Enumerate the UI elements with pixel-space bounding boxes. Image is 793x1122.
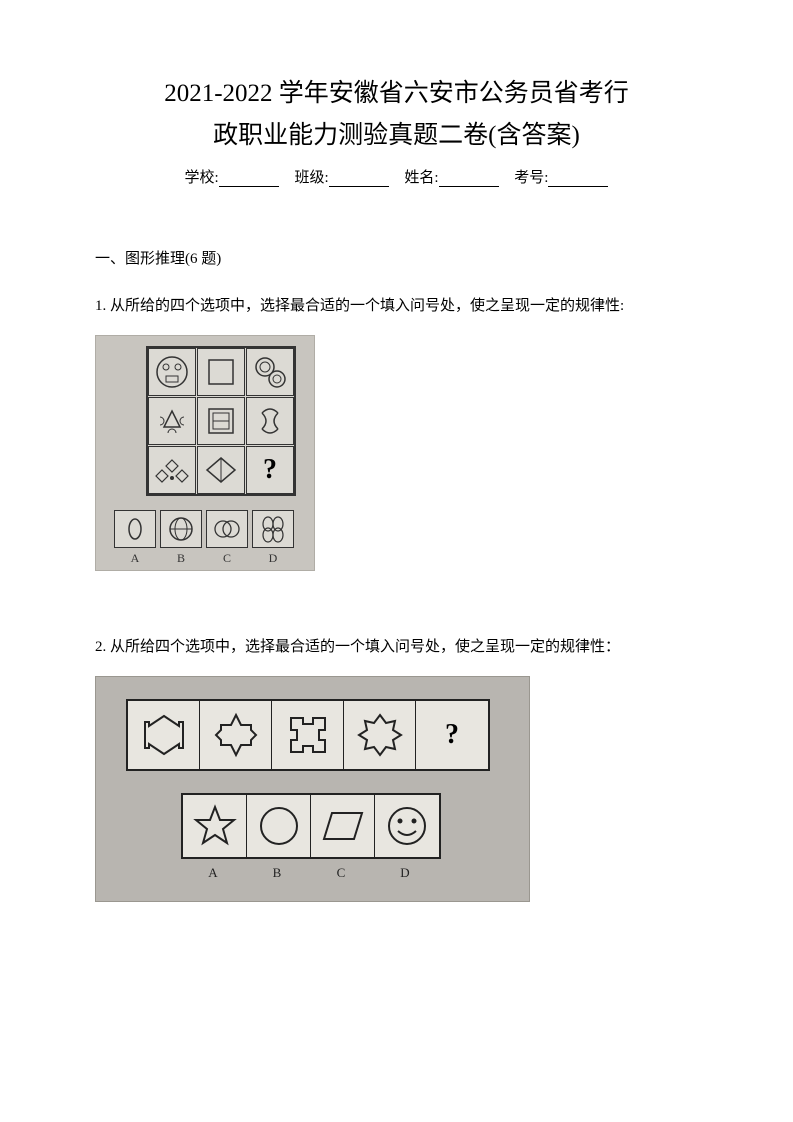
- q1-qmark: ?: [263, 454, 277, 486]
- q2-opt-b-label: B: [245, 865, 309, 881]
- info-line: 学校: 班级: 姓名: 考号:: [95, 166, 698, 187]
- q1-opt-d-label: D: [252, 551, 294, 566]
- name-label: 姓名:: [404, 170, 438, 186]
- q1-opt-b-label: B: [160, 551, 202, 566]
- q1-opt-a-label: A: [114, 551, 156, 566]
- title-line-2: 政职业能力测验真题二卷(含答案): [95, 117, 698, 155]
- q2-opt-d-label: D: [373, 865, 437, 881]
- title-line-1: 2021-2022 学年安徽省六安市公务员省考行: [95, 75, 698, 113]
- q1-opt-c-label: C: [206, 551, 248, 566]
- name-blank[interactable]: [439, 171, 499, 187]
- school-label: 学校:: [185, 170, 219, 186]
- q2-qmark: ?: [445, 719, 459, 751]
- section-header: 一、图形推理(6 题): [95, 247, 698, 268]
- id-label: 考号:: [514, 170, 548, 186]
- class-blank[interactable]: [329, 171, 389, 187]
- q2-figure: ? A B C D: [95, 676, 698, 902]
- id-blank[interactable]: [548, 171, 608, 187]
- q1-text: 1. 从所给的四个选项中，选择最合适的一个填入问号处，使之呈现一定的规律性:: [95, 290, 698, 323]
- q2-opt-a-label: A: [181, 865, 245, 881]
- class-label: 班级:: [294, 170, 328, 186]
- school-blank[interactable]: [219, 171, 279, 187]
- q2-text: 2. 从所给四个选项中，选择最合适的一个填入问号处，使之呈现一定的规律性：: [95, 631, 698, 664]
- q1-figure: ? A B C D: [95, 335, 698, 571]
- q2-opt-c-label: C: [309, 865, 373, 881]
